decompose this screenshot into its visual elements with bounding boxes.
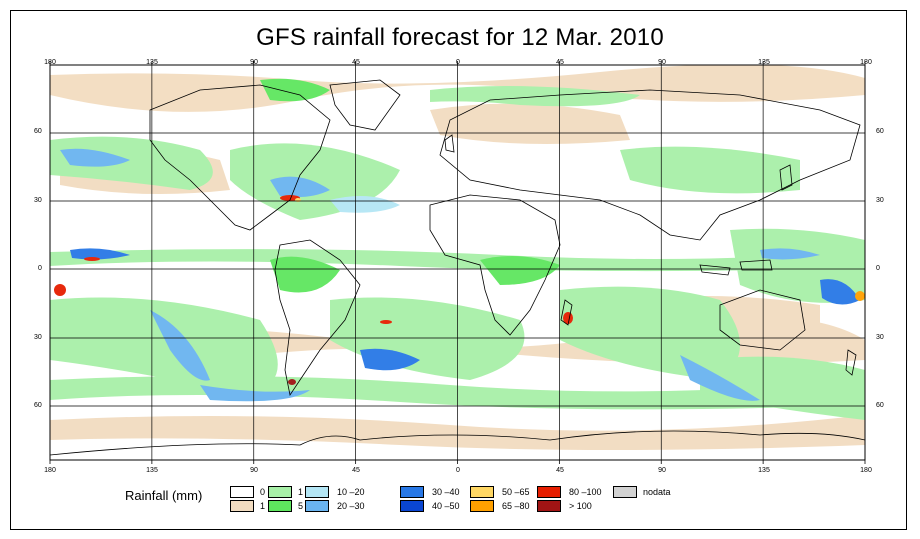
lon-label-top: 135: [146, 59, 158, 66]
south-america: [274, 239, 361, 397]
legend-label: 0: [260, 487, 266, 497]
lon-label-bottom: 135: [758, 467, 770, 474]
lon-label-bottom: 45: [556, 467, 564, 474]
africa: [429, 194, 561, 336]
antarctica: [50, 430, 865, 456]
legend-swatch: [268, 500, 292, 512]
lon-label-top: 45: [352, 59, 360, 66]
lat-label-left: 30: [34, 197, 42, 204]
new-zealand: [845, 349, 857, 376]
legend-label: > 100: [569, 501, 592, 511]
axis-ticks: [49, 61, 866, 464]
legend-swatch: [400, 500, 424, 512]
lat-label-right: 60: [876, 402, 884, 409]
legend-label: 10 –20: [337, 487, 365, 497]
lon-label-top: 45: [556, 59, 564, 66]
legend-swatch: [305, 500, 329, 512]
eurasia: [439, 89, 861, 241]
legend-label: 1: [260, 501, 266, 511]
legend-label: 40 –50: [432, 501, 460, 511]
legend-swatch: [268, 486, 292, 498]
legend-swatch: [613, 486, 637, 498]
legend-label: 20 –30: [337, 501, 365, 511]
legend-swatch: [537, 486, 561, 498]
lat-label-right: 0: [876, 265, 880, 272]
legend-swatch: [537, 500, 561, 512]
legend-swatch: [230, 486, 254, 498]
lon-label-bottom: 180: [44, 467, 56, 474]
legend-swatch: [400, 486, 424, 498]
legend-label: nodata: [643, 487, 671, 497]
lat-label-right: 30: [876, 334, 884, 341]
legend-swatch: [470, 486, 494, 498]
lon-label-top: 90: [658, 59, 666, 66]
map-title: GFS rainfall forecast for 12 Mar. 2010: [256, 24, 664, 51]
legend-label: 30 –40: [432, 487, 460, 497]
lat-label-right: 30: [876, 197, 884, 204]
lon-label-top: 180: [44, 59, 56, 66]
lon-label-bottom: 180: [860, 467, 872, 474]
lon-label-bottom: 135: [146, 467, 158, 474]
lon-label-bottom: 90: [658, 467, 666, 474]
legend-swatch: [470, 500, 494, 512]
legend-label: 65 –80: [502, 501, 530, 511]
legend-title: Rainfall (mm): [125, 488, 203, 503]
north-america: [149, 84, 331, 231]
lon-label-bottom: 45: [352, 467, 360, 474]
lat-label-left: 0: [38, 265, 42, 272]
lon-label-top: 180: [860, 59, 872, 66]
legend-label: 50 –65: [502, 487, 530, 497]
lon-label-bottom: 0: [456, 467, 460, 474]
legend-label: 80 –100: [569, 487, 602, 497]
lon-label-top: 90: [250, 59, 258, 66]
madagascar: [560, 299, 573, 326]
lon-label-top: 0: [456, 59, 460, 66]
lat-label-right: 60: [876, 128, 884, 135]
coastlines: [50, 79, 865, 456]
lat-label-left: 30: [34, 334, 42, 341]
australia: [719, 289, 806, 351]
lat-label-left: 60: [34, 402, 42, 409]
graticule: [50, 65, 865, 460]
legend-swatch: [230, 500, 254, 512]
greenland: [329, 79, 401, 131]
figure-frame: [10, 10, 907, 530]
lat-label-left: 60: [34, 128, 42, 135]
lon-label-bottom: 90: [250, 467, 258, 474]
lon-label-top: 135: [758, 59, 770, 66]
legend-swatch: [305, 486, 329, 498]
